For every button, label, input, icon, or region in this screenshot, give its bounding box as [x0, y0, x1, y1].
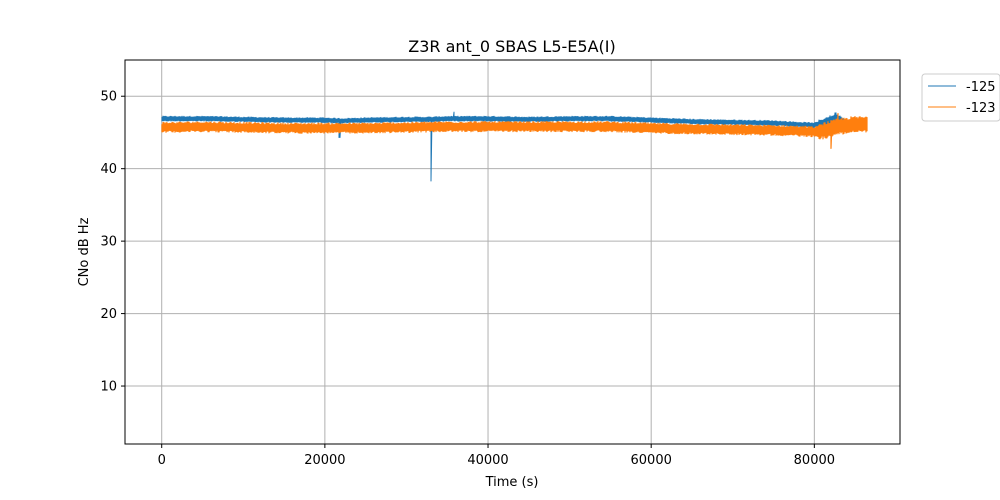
chart-title: Z3R ant_0 SBAS L5-E5A(I): [408, 37, 615, 57]
legend-label: -125: [966, 80, 996, 95]
y-tick-label: 50: [100, 90, 117, 105]
ticks: 0 20000 40000 60000 80000 10 20 30 40 50: [100, 90, 835, 468]
y-tick-label: 20: [100, 307, 117, 322]
y-tick-label: 10: [100, 380, 117, 395]
legend: -125 -123: [921, 73, 1000, 122]
x-tick-label: 80000: [794, 453, 835, 468]
legend-label: -123: [966, 101, 996, 116]
series-line-1: [161, 113, 868, 149]
y-tick-label: 40: [100, 162, 117, 177]
axes-frame: [124, 59, 901, 445]
x-axis-label: Time (s): [485, 475, 539, 490]
x-tick-label: 60000: [631, 453, 672, 468]
x-tick-label: 40000: [467, 453, 508, 468]
y-axis-label: CNo dB Hz: [77, 217, 92, 286]
x-tick-label: 20000: [304, 453, 345, 468]
series-line-0: [161, 111, 868, 182]
plot-area: [161, 111, 868, 182]
x-tick-label: 0: [158, 453, 166, 468]
y-tick-label: 30: [100, 235, 117, 250]
